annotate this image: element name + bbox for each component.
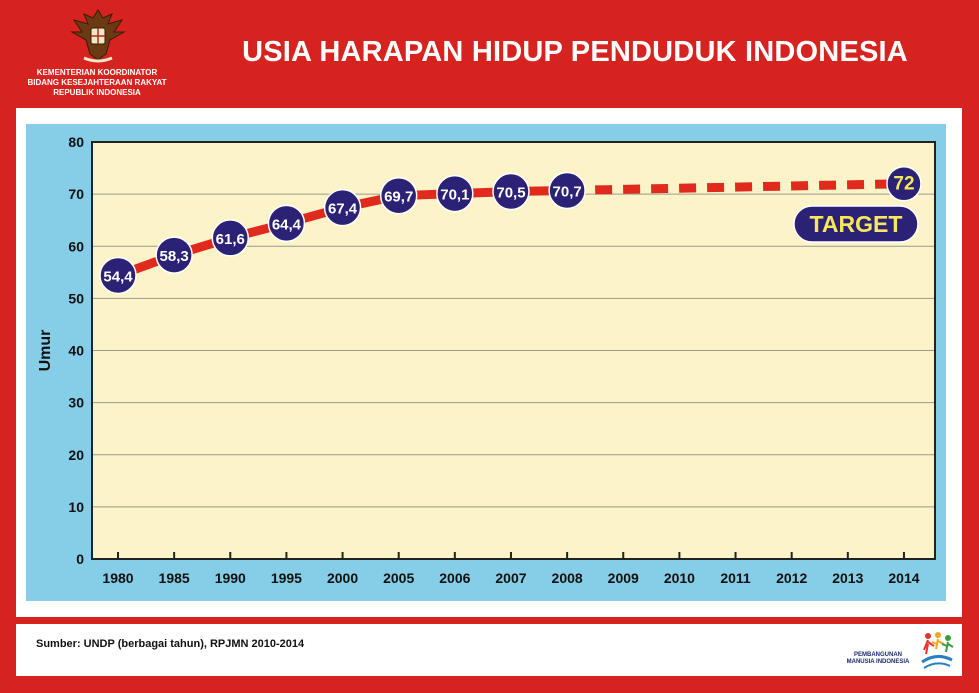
data-point-actual-2008 [548, 171, 586, 210]
y-tick-label-70: 70 [68, 186, 84, 202]
series-line-target [567, 179, 905, 195]
data-point-actual-1980 [99, 256, 137, 295]
x-tick-label-2013: 2013 [832, 570, 863, 586]
x-tick-label-2012: 2012 [776, 570, 807, 586]
x-tick-label-1985: 1985 [159, 570, 190, 586]
data-label-actual-2006: 70,1 [440, 187, 469, 204]
y-tick-label-40: 40 [68, 343, 84, 359]
logo-line-1: PEMBANGUNAN [854, 652, 902, 658]
target-badge [793, 205, 919, 243]
pembangunan-manusia-logo: PEMBANGUNAN MANUSIA INDONESIA [834, 628, 954, 674]
y-axis-label: Umur [37, 330, 54, 372]
y-tick-label-80: 80 [68, 134, 84, 150]
data-label-actual-1995: 64,4 [272, 216, 302, 233]
y-tick-label-60: 60 [68, 238, 84, 254]
y-tick-label-50: 50 [68, 290, 84, 306]
data-point-actual-2000 [323, 188, 362, 227]
data-label-actual-1985: 58,3 [160, 248, 189, 265]
y-tick-label-10: 10 [68, 499, 84, 515]
target-annotation-label: TARGET [810, 211, 903, 237]
data-label-actual-1980: 54,4 [103, 268, 133, 285]
x-tick-label-1980: 1980 [102, 570, 133, 586]
data-label-actual-2007: 70,5 [496, 185, 525, 202]
x-tick-label-2005: 2005 [383, 570, 414, 586]
data-label-actual-1990: 61,6 [216, 231, 245, 248]
x-tick-label-1995: 1995 [271, 570, 302, 586]
data-point-actual-2006 [436, 174, 474, 213]
x-tick-label-2009: 2009 [608, 570, 639, 586]
logo-line-2: MANUSIA INDONESIA [846, 659, 910, 665]
x-tick-label-2014: 2014 [888, 570, 919, 586]
footer-bar: Sumber: UNDP (berbagai tahun), RPJMN 201… [16, 624, 962, 676]
ministry-line-2: BIDANG KESEJAHTERAAN RAKYAT [27, 78, 167, 87]
y-tick-label-30: 30 [68, 395, 84, 411]
data-point-actual-1990 [211, 219, 250, 257]
ministry-line-1: KEMENTERIAN KOORDINATOR [36, 68, 158, 77]
x-tick-label-2000: 2000 [327, 570, 358, 586]
garuda-emblem-icon [70, 9, 126, 63]
data-point-actual-1995 [267, 204, 306, 243]
x-tick-label-2011: 2011 [720, 570, 751, 586]
x-tick-label-2006: 2006 [439, 570, 470, 586]
data-label-actual-2005: 69,7 [384, 189, 413, 206]
data-label-actual-2008: 70,7 [553, 183, 582, 200]
plot-border [91, 141, 936, 560]
y-tick-label-20: 20 [68, 447, 84, 463]
ministry-line-3: REPUBLIK INDONESIA [53, 88, 141, 97]
x-tick-label-1990: 1990 [215, 570, 246, 586]
x-tick-label-2010: 2010 [664, 570, 695, 586]
x-tick-label-2008: 2008 [552, 570, 583, 586]
ministry-name: KEMENTERIAN KOORDINATOR BIDANG KESEJAHTE… [12, 68, 182, 98]
data-point-actual-1985 [155, 236, 193, 274]
data-label-target-2014: 72 [893, 174, 914, 195]
page-title: USIA HARAPAN HIDUP PENDUDUK INDONESIA [242, 36, 908, 68]
data-point-target-2014 [886, 165, 922, 202]
logo-text: PEMBANGUNAN MANUSIA INDONESIA [834, 652, 922, 666]
data-point-actual-2007 [492, 172, 530, 211]
x-tick-label-2007: 2007 [495, 570, 526, 586]
y-tick-label-0: 0 [76, 551, 84, 567]
data-point-actual-2005 [379, 176, 418, 215]
people-figures-icon [921, 632, 954, 669]
source-note: Sumber: UNDP (berbagai tahun), RPJMN 201… [36, 638, 305, 650]
data-label-actual-2000: 67,4 [328, 201, 358, 218]
